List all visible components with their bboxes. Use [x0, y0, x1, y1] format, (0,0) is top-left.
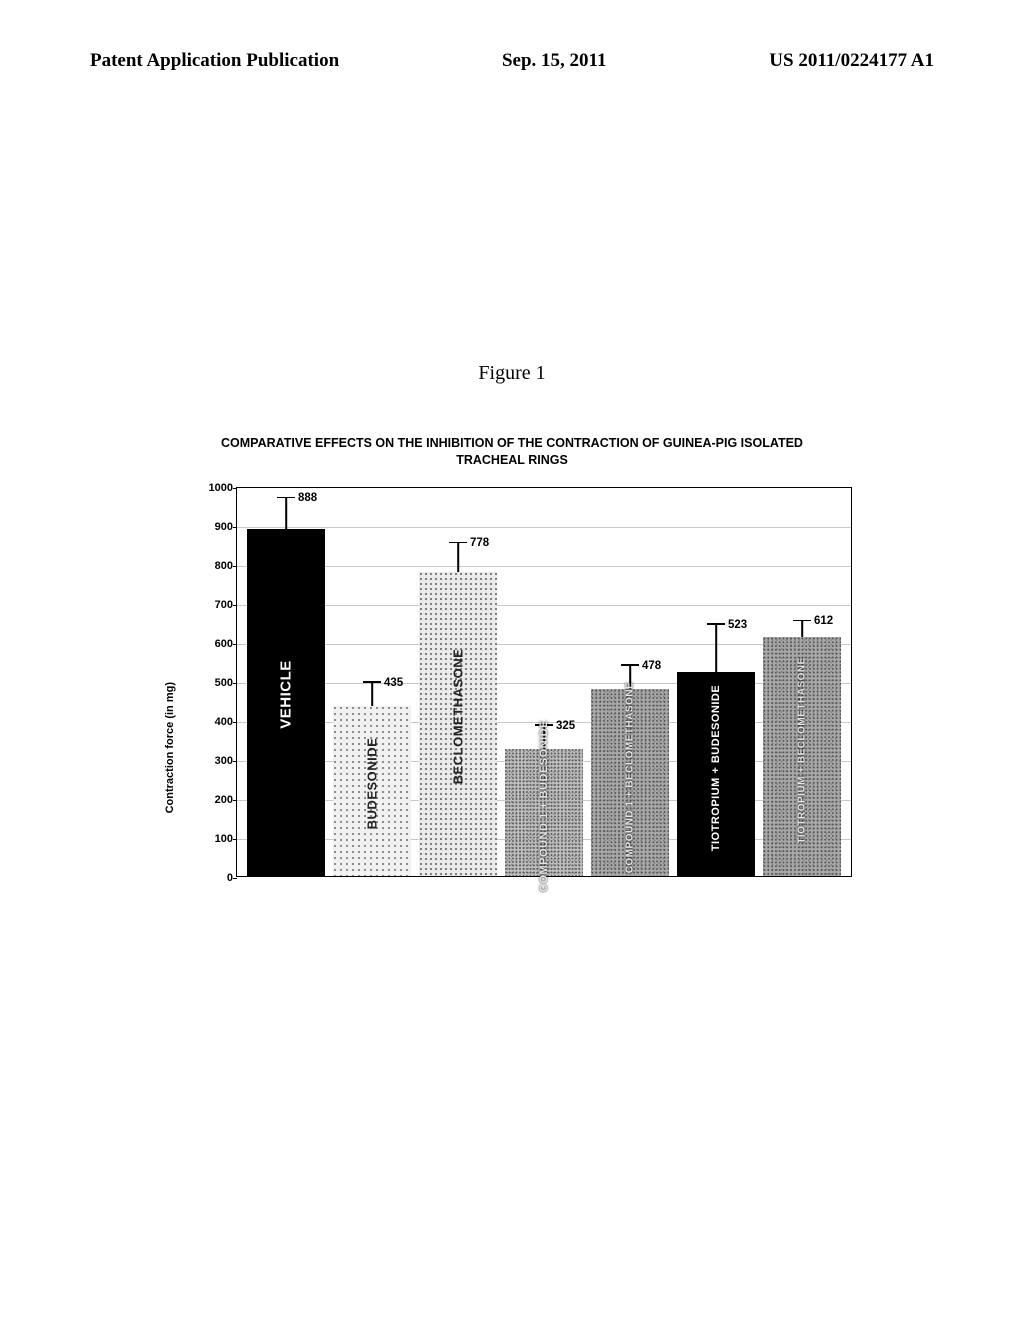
- bar-value-label: 325: [556, 720, 575, 732]
- bar-value-label: 523: [728, 619, 747, 631]
- y-tick-label: 700: [193, 599, 233, 611]
- patent-header: Patent Application Publication Sep. 15, …: [90, 50, 934, 72]
- y-tick-label: 900: [193, 521, 233, 533]
- bar-category-label: COMPOUND 1 + BECLOMETHASONE: [625, 681, 636, 873]
- bar-value-label: 778: [470, 537, 489, 549]
- bar-chart: 888 VEHICLE 435 BUDESONIDE 778 BECLOMETHASONE…: [236, 487, 852, 877]
- error-bar: [285, 498, 287, 529]
- y-tick-label: 400: [193, 716, 233, 728]
- bar-column: 888 VEHICLE: [247, 488, 325, 876]
- bar-value-label: 478: [642, 660, 661, 672]
- y-tick-label: 200: [193, 794, 233, 806]
- y-tick-label: 1000: [193, 482, 233, 494]
- y-tick-label: 800: [193, 560, 233, 572]
- header-left: Patent Application Publication: [90, 50, 339, 72]
- error-cap: [707, 623, 725, 625]
- bar-column: 478 COMPOUND 1 + BECLOMETHASONE: [591, 488, 669, 876]
- bar-category-label: BECLOMETHASONE: [451, 649, 466, 785]
- bar-column: 435 BUDESONIDE: [333, 488, 411, 876]
- y-tick-label: 100: [193, 833, 233, 845]
- bar-category-label: BUDESONIDE: [365, 738, 380, 830]
- chart-container: Contraction force (in mg) 888VEHICLE435B…: [172, 487, 852, 877]
- y-tick-label: 500: [193, 677, 233, 689]
- bar-value-label: 435: [384, 677, 403, 689]
- chart-title-line2: TRACHEAL RINGS: [456, 453, 568, 467]
- y-tick-label: 0: [193, 872, 233, 884]
- bar-column: 612 TIOTROPIUM + BECLOMETHASONE: [763, 488, 841, 876]
- error-cap: [277, 497, 295, 499]
- bar-value-label: 612: [814, 615, 833, 627]
- bars-group: 888 VEHICLE 435 BUDESONIDE 778 BECLOMETHASONE…: [237, 488, 851, 876]
- chart-title: COMPARATIVE EFFECTS ON THE INHIBITION OF…: [90, 435, 934, 469]
- bar-column: 325COMPOUND 1 + BUDESONIDE: [505, 488, 583, 876]
- error-bar: [801, 621, 803, 637]
- bar-category-label: TIOTROPIUM + BUDESONIDE: [710, 685, 722, 851]
- bar-category-label: COMPOUND 1 + BUDESONIDE: [538, 720, 550, 892]
- error-cap: [621, 664, 639, 666]
- figure-label: Figure 1: [90, 362, 934, 385]
- error-cap: [363, 681, 381, 683]
- chart-title-line1: COMPARATIVE EFFECTS ON THE INHIBITION OF…: [221, 436, 803, 450]
- error-bar: [457, 543, 459, 572]
- error-cap: [449, 542, 467, 544]
- error-bar: [715, 625, 717, 672]
- bar-value-label: 888: [298, 492, 317, 504]
- y-tick-mark: [233, 878, 237, 879]
- bar-category-label: TIOTROPIUM + BECLOMETHASONE: [797, 658, 808, 845]
- y-tick-label: 600: [193, 638, 233, 650]
- header-center: Sep. 15, 2011: [502, 50, 607, 72]
- error-cap: [793, 620, 811, 622]
- header-right: US 2011/0224177 A1: [769, 50, 934, 72]
- bar-category-label: VEHICLE: [278, 660, 295, 729]
- bar-column: 523 TIOTROPIUM + BUDESONIDE: [677, 488, 755, 876]
- y-tick-label: 300: [193, 755, 233, 767]
- bar-column: 778 BECLOMETHASONE: [419, 488, 497, 876]
- error-bar: [371, 683, 373, 706]
- y-axis-label: Contraction force (in mg): [164, 682, 176, 813]
